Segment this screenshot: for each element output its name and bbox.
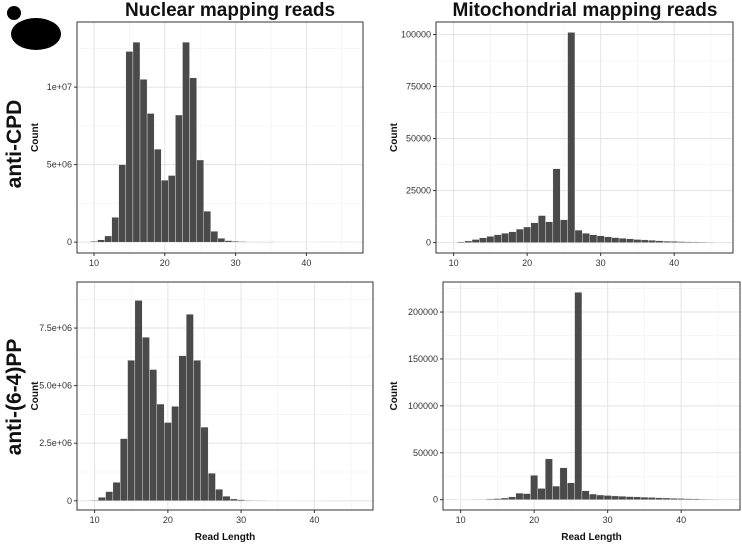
histogram-bar — [515, 492, 524, 500]
histogram-bar — [222, 496, 231, 501]
y-tick-label: 100000 — [408, 401, 438, 411]
y-tick-label: 75000 — [406, 82, 431, 92]
x-tick-label: 20 — [163, 515, 173, 525]
histogram-bar — [522, 493, 531, 500]
y-tick-label: 2.5e+06 — [39, 438, 72, 448]
x-tick-label: 30 — [236, 515, 246, 525]
histogram-bar — [545, 458, 553, 500]
x-tick-label: 40 — [301, 258, 311, 268]
histogram-bar — [669, 498, 678, 500]
x-tick-label: 30 — [231, 258, 241, 268]
histogram-bar — [699, 498, 708, 500]
histogram-bar — [203, 210, 211, 243]
histogram-bar — [640, 496, 649, 500]
histogram-bar — [567, 482, 575, 500]
x-axis-title: Read Length — [195, 532, 256, 543]
y-tick-label: 25000 — [406, 186, 431, 196]
y-tick-label: 0 — [67, 496, 72, 506]
x-tick-label: 40 — [669, 258, 679, 268]
histogram-bar — [559, 467, 568, 500]
histogram-bar — [603, 495, 612, 500]
histogram-bar — [217, 238, 226, 243]
histogram-bar — [647, 497, 656, 500]
histogram-bar — [196, 159, 204, 243]
histogram-bar — [567, 32, 576, 243]
panel-border — [76, 281, 374, 511]
y-tick-label: 50000 — [413, 448, 438, 458]
histogram-bar — [530, 475, 539, 500]
column-title-nuclear: Nuclear mapping reads — [124, 0, 336, 21]
histogram-bar — [552, 485, 561, 500]
plot-background — [443, 282, 740, 510]
y-tick-label: 0 — [67, 237, 72, 247]
y-tick-label: 0 — [426, 238, 431, 248]
yeast-cell-icon — [7, 6, 61, 50]
histogram-bar — [200, 426, 209, 501]
x-tick-label: 20 — [522, 258, 532, 268]
y-tick-label: 1e+07 — [47, 82, 72, 92]
y-axis-title: Count — [30, 381, 41, 411]
histogram-bar — [581, 490, 590, 500]
y-tick-label: 50000 — [406, 134, 431, 144]
x-tick-label: 30 — [603, 515, 613, 525]
histogram-bar — [692, 498, 700, 500]
y-axis-title: Count — [389, 122, 400, 152]
column-title-mitochondrial: Mitochondrial mapping reads — [452, 0, 718, 21]
histogram-bar — [493, 498, 502, 500]
y-axis-title: Count — [389, 381, 400, 411]
histogram-bar — [215, 489, 223, 501]
histogram-bar — [207, 472, 216, 501]
y-axis-title: Count — [30, 122, 41, 152]
y-tick-label: 0 — [433, 495, 438, 505]
histogram-bar — [633, 496, 641, 500]
histogram-bar — [552, 168, 561, 243]
histogram-bar — [611, 495, 619, 500]
histogram-bar — [677, 498, 686, 500]
histogram-bar — [684, 498, 693, 500]
histogram-bar — [508, 496, 516, 500]
y-tick-label: 5e+06 — [47, 160, 72, 170]
histogram-bar — [655, 497, 663, 500]
y-tick-label: 200000 — [408, 307, 438, 317]
histogram-bar — [537, 488, 546, 500]
histogram-bar — [662, 497, 671, 500]
panel-border — [76, 21, 364, 254]
y-tick-label: 150000 — [408, 354, 438, 364]
histogram-bar — [500, 497, 509, 500]
histogram-bar — [596, 494, 605, 500]
histogram-bar — [706, 498, 715, 500]
histogram-bar — [625, 496, 634, 500]
x-tick-label: 10 — [456, 515, 466, 525]
y-tick-label: 100000 — [401, 29, 431, 39]
histogram-bar — [574, 292, 583, 500]
histogram-bar — [210, 231, 219, 243]
x-tick-label: 10 — [89, 258, 99, 268]
x-tick-label: 20 — [529, 515, 539, 525]
panel-border — [442, 281, 741, 511]
x-tick-label: 20 — [160, 258, 170, 268]
x-axis-title: Read Length — [561, 532, 622, 543]
x-tick-label: 40 — [676, 515, 686, 525]
panel-border — [435, 21, 734, 254]
histogram-bar — [589, 493, 597, 500]
x-tick-label: 40 — [309, 515, 319, 525]
y-tick-label: 5.0e+06 — [39, 381, 72, 391]
histogram-bar — [618, 496, 627, 500]
x-tick-label: 10 — [449, 258, 459, 268]
x-tick-label: 30 — [596, 258, 606, 268]
histogram-bar — [486, 498, 494, 500]
y-tick-label: 7.5e+06 — [39, 323, 72, 333]
x-tick-label: 10 — [90, 515, 100, 525]
